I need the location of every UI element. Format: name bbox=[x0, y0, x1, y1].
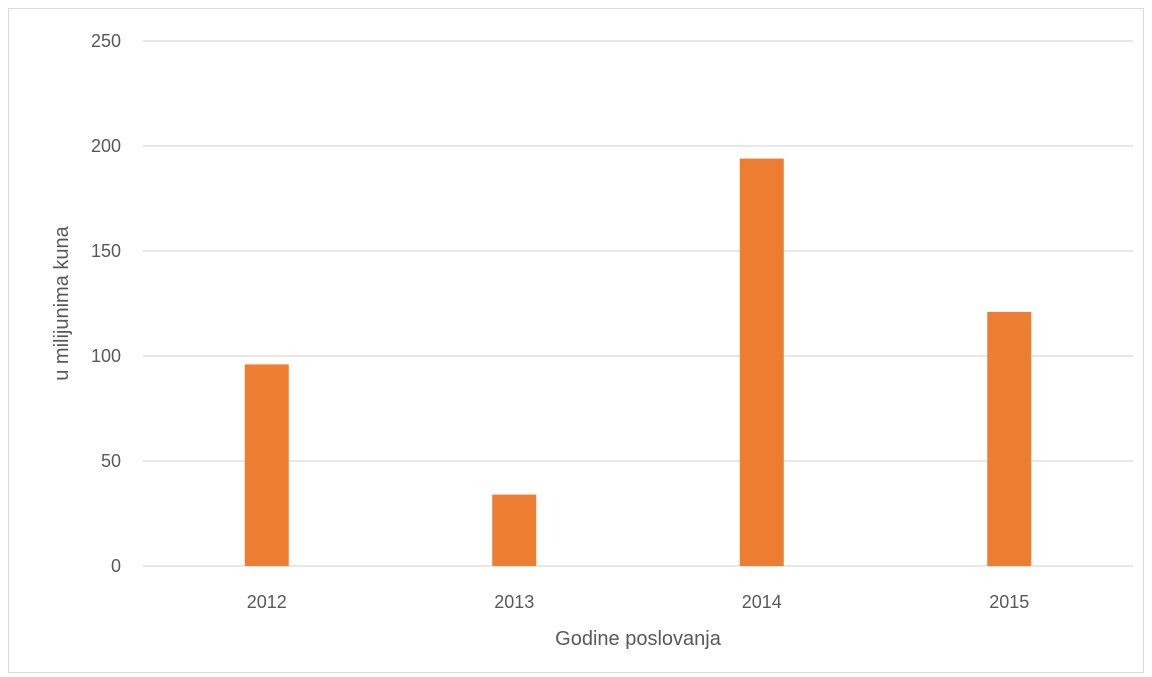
y-tick-label: 250 bbox=[91, 31, 121, 51]
bar-2014 bbox=[739, 158, 784, 566]
y-tick-label: 0 bbox=[111, 556, 121, 576]
x-tick-label: 2015 bbox=[989, 592, 1029, 612]
bar-2012 bbox=[244, 364, 289, 566]
x-axis-ticks: 2012 2013 2014 2015 bbox=[247, 592, 1030, 612]
y-axis-title: u milijunima kuna bbox=[51, 225, 73, 380]
bar-2013 bbox=[492, 494, 537, 566]
x-axis-title: Godine poslovanja bbox=[555, 628, 722, 650]
y-tick-label: 200 bbox=[91, 136, 121, 156]
y-tick-label: 50 bbox=[101, 451, 121, 471]
y-axis-ticks: 0 50 100 150 200 250 bbox=[91, 31, 121, 576]
gridlines bbox=[143, 40, 1133, 567]
x-tick-label: 2013 bbox=[494, 592, 534, 612]
bars bbox=[244, 158, 1032, 566]
chart-frame bbox=[8, 8, 1144, 673]
x-tick-label: 2014 bbox=[742, 592, 782, 612]
y-tick-label: 150 bbox=[91, 241, 121, 261]
y-tick-label: 100 bbox=[91, 346, 121, 366]
x-tick-label: 2012 bbox=[247, 592, 287, 612]
bar-2015 bbox=[987, 311, 1032, 566]
